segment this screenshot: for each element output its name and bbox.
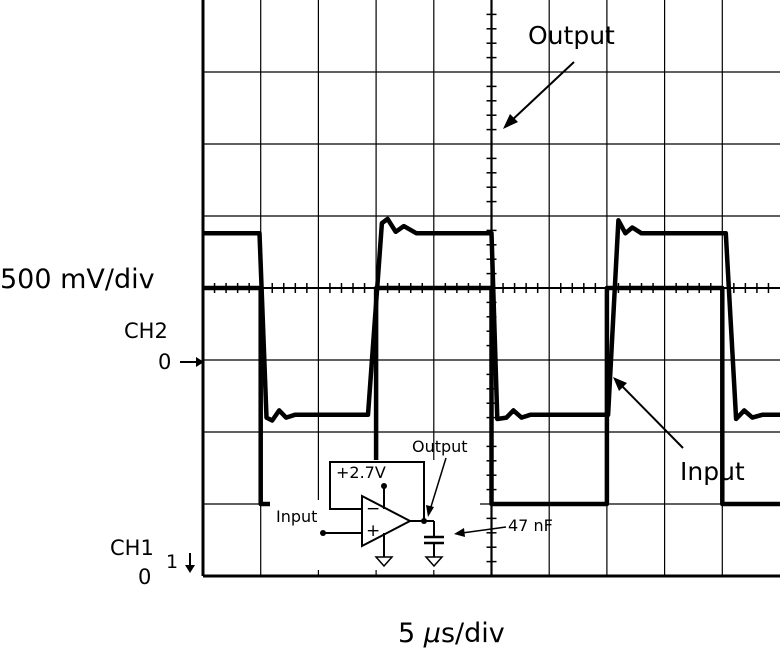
input-annotation-label: Input: [680, 457, 745, 486]
output-annotation-arrow-icon: [503, 61, 575, 129]
ch2-zero-label: 0: [158, 350, 171, 374]
x-scale-label: 5 µs/div: [398, 618, 505, 649]
trace-input: [203, 285, 780, 507]
schematic-output-label: Output: [412, 437, 468, 456]
inset-schematic: − + +2.7V Input Output 47 nF: [270, 437, 553, 570]
ch2-zero-arrow-icon: [180, 357, 204, 367]
ground-icon: [424, 556, 444, 568]
ground-icon: [374, 556, 394, 568]
trace-output: [203, 216, 780, 423]
input-annotation-arrow-icon: [613, 377, 684, 449]
ch1-label: CH1: [110, 536, 154, 560]
output-annotation-label: Output: [528, 21, 615, 50]
y-scale-label: 500 mV/div: [0, 264, 155, 295]
traces: [203, 216, 780, 507]
schematic-input-label: Input: [276, 507, 317, 526]
op-amp-minus-sign: −: [366, 499, 380, 519]
supply-label: +2.7V: [336, 463, 386, 482]
ch1-down-arrow-icon: [185, 553, 195, 573]
op-amp-plus-sign: +: [366, 521, 380, 541]
ch2-label: CH2: [124, 319, 168, 343]
cap-label: 47 nF: [508, 516, 553, 535]
op-amp-icon: [361, 494, 413, 548]
ch1-zero-label: 0: [138, 565, 151, 589]
ch1-marker-label: 1: [166, 551, 178, 573]
